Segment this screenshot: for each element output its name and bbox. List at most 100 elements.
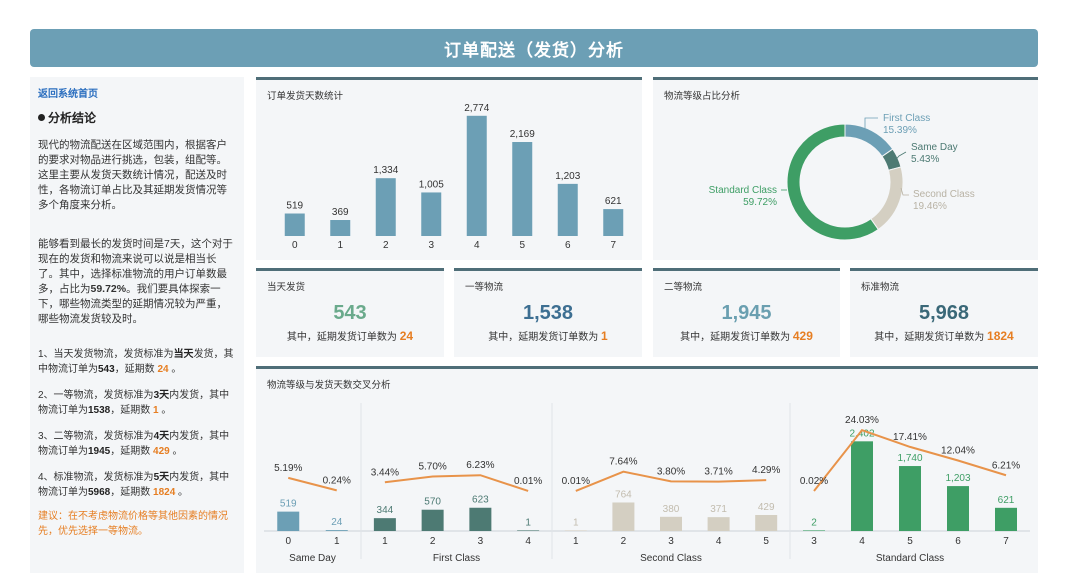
bullet-icon	[38, 114, 45, 121]
x-tick-label: 3	[811, 536, 817, 547]
rate-label: 12.04%	[941, 445, 975, 456]
list-item: 4、标准物流，发货标准为5天内发货，其中物流订单为5968，延期数 1824 。	[38, 470, 236, 500]
para2-percent: 59.72%	[90, 283, 127, 295]
slice-label-name: First Class	[883, 113, 930, 124]
bar-value-label: 2	[811, 517, 817, 528]
item-text: ，延期数	[110, 405, 154, 416]
home-link[interactable]: 返回系统首页	[38, 89, 98, 100]
conclusion-list: 1、当天发货物流，发货标准为当天发货，其中物流订单为543，延期数 24 。 2…	[38, 347, 236, 500]
item-text: 内发货，其中物流订单为	[38, 472, 230, 498]
bar	[899, 466, 921, 531]
item-standard: 4天	[153, 431, 170, 442]
bar-value-label: 2,774	[464, 103, 489, 114]
section-title-text: 分析结论	[48, 111, 97, 125]
donut-slice	[786, 123, 879, 241]
bar	[612, 502, 635, 531]
bar-value-label: 24	[331, 517, 343, 528]
bar-value-label: 519	[286, 201, 303, 212]
x-tick-label: 7	[1003, 536, 1009, 547]
bar	[373, 518, 396, 531]
conclusion-paragraph-2: 能够看到最长的发货时间是7天，这个对于现在的发货和物流来说可以说是相当长了。其中…	[38, 237, 236, 327]
rate-line	[384, 474, 529, 492]
kpi-title: 二等物流	[664, 282, 703, 293]
bar-value-label: 1,203	[945, 473, 970, 484]
bar-value-label: 1,740	[897, 453, 922, 464]
rate-label: 3.80%	[657, 466, 685, 477]
kpi-value: 543	[333, 302, 367, 324]
x-tick-label: 1	[337, 240, 343, 251]
rate-label: 6.23%	[466, 460, 494, 471]
bar	[512, 142, 533, 236]
bar-value-label: 1,334	[373, 165, 398, 176]
kpi-delay-count: 24	[399, 329, 414, 343]
bar	[995, 507, 1017, 531]
x-tick-label: 4	[474, 240, 480, 251]
bar-value-label: 1	[525, 517, 531, 528]
bar	[330, 220, 351, 236]
kpi-value: 5,968	[918, 302, 970, 324]
x-tick-label: 0	[285, 536, 291, 547]
advice-text: 建议：在不考虑物流价格等其他因素的情况先，优先选择一等物流。	[38, 511, 228, 537]
rate-line	[813, 428, 1007, 492]
item-standard: 3天	[153, 390, 170, 401]
rate-label: 3.44%	[371, 467, 399, 478]
kpi-subtext: 其中，延期发货订单数为 1	[454, 328, 642, 343]
bar-value-label: 371	[710, 504, 727, 515]
item-delay: 1	[153, 405, 159, 416]
rate-line	[287, 476, 338, 492]
item-text: 1、当天发货物流，发货标准为	[38, 349, 174, 360]
slice-label-pct: 15.39%	[883, 125, 917, 136]
rate-label: 5.70%	[418, 462, 446, 473]
item-delay: 24	[157, 364, 169, 375]
x-tick-label: 1	[334, 536, 340, 547]
bar-value-label: 519	[280, 499, 297, 510]
kpi-delay-count: 1	[601, 329, 608, 343]
item-text: 2、一等物流，发货标准为	[38, 390, 154, 401]
kpi-subtext-label: 其中，延期发货订单数为	[680, 332, 793, 343]
section-title: 分析结论	[38, 109, 236, 126]
conclusion-paragraph-1: 现代的物流配送在区域范围内，根据客户的要求对物品进行挑选，包装，组配等。这里主要…	[38, 139, 227, 211]
bar-value-label: 621	[605, 196, 622, 207]
card-title: 订单发货天数统计	[267, 91, 344, 102]
item-text: 。	[175, 487, 189, 498]
bar-value-label: 764	[615, 489, 632, 500]
kpi-subtext: 其中，延期发货订单数为 429	[653, 328, 840, 343]
bar-value-label: 2,402	[849, 428, 874, 439]
bar	[660, 516, 682, 531]
kpi-delay-count: 429	[792, 329, 813, 343]
x-tick-label: 1	[382, 536, 388, 547]
kpi-subtext-label: 其中，延期发货订单数为	[286, 332, 400, 343]
bar	[466, 115, 487, 236]
item-count: 1945	[88, 446, 111, 457]
card-title: 物流等级与发货天数交叉分析	[267, 380, 391, 391]
rate-label: 0.01%	[562, 476, 590, 487]
bar	[851, 441, 873, 531]
x-tick-label: 5	[763, 536, 769, 547]
x-tick-label: 0	[292, 240, 298, 251]
rate-label: 3.71%	[704, 467, 732, 478]
item-count: 5968	[88, 487, 111, 498]
rate-label: 24.03%	[845, 415, 879, 426]
x-tick-label: 7	[610, 240, 616, 251]
x-tick-label: 2	[383, 240, 389, 251]
para2-text-a: 能够看到最长的发货时间是7天，这个对于现在的发货和物流来说可以说是相当长了。其中…	[38, 238, 233, 295]
slice-label-name: Standard Class	[709, 185, 777, 196]
page-title: 订单配送（发货）分析	[444, 40, 624, 60]
slice-label-pct: 59.72%	[743, 197, 777, 208]
group-label: Second Class	[640, 553, 702, 564]
bar	[564, 530, 587, 531]
x-tick-label: 4	[716, 536, 722, 547]
kpi-subtext: 其中，延期发货订单数为 1824	[850, 328, 1038, 343]
bar	[603, 209, 624, 236]
x-tick-label: 3	[478, 536, 484, 547]
bar-value-label: 1	[573, 517, 579, 528]
para2-text-b: 。我们要具体探索一下，哪些物流类型的延期情况较为严重，哪些物流发货较及时。	[38, 283, 227, 325]
x-tick-label: 6	[955, 536, 961, 547]
x-tick-label: 2	[621, 536, 627, 547]
rate-label: 17.41%	[893, 432, 927, 443]
bar	[707, 517, 730, 531]
rate-label: 0.01%	[514, 476, 542, 487]
rate-label: 6.21%	[992, 460, 1020, 471]
